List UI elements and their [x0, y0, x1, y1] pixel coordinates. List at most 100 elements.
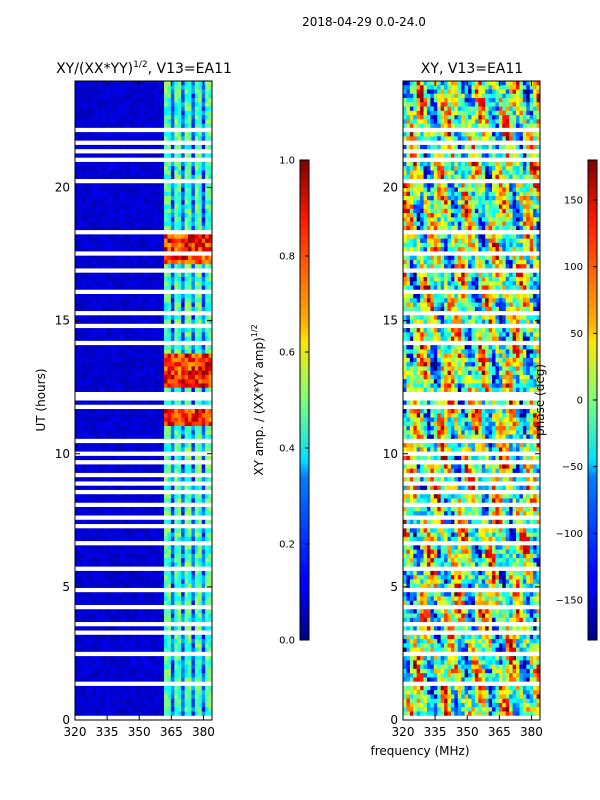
- heat-cell: [177, 690, 182, 695]
- heat-cell: [184, 319, 189, 325]
- heat-cell: [208, 119, 212, 124]
- amplitude-ylabel: UT (hours): [34, 368, 48, 431]
- heat-cell: [85, 417, 90, 423]
- heat-cell: [116, 366, 120, 372]
- heat-cell: [140, 191, 144, 197]
- heat-cell: [105, 110, 110, 116]
- heat-cell: [109, 102, 114, 107]
- heat-cell: [167, 609, 172, 614]
- heat-cell: [153, 123, 158, 129]
- heat-cell: [191, 511, 196, 516]
- heat-cell: [174, 528, 179, 533]
- heat-cell: [194, 213, 199, 218]
- heat-cell: [75, 643, 79, 648]
- heat-cell: [133, 85, 138, 90]
- heat-cell: [433, 98, 438, 103]
- heat-cell: [92, 400, 96, 406]
- heat-cell: [205, 417, 209, 423]
- heat-cell: [184, 366, 189, 372]
- heat-cell: [92, 319, 96, 325]
- heat-cell: [157, 570, 162, 576]
- heat-cell: [433, 81, 438, 86]
- heat-cell: [78, 600, 83, 606]
- heat-cell: [191, 161, 196, 167]
- heat-cell: [119, 306, 124, 312]
- heat-cell: [167, 639, 172, 644]
- heat-cell: [102, 93, 107, 99]
- heat-cell: [102, 711, 107, 717]
- heat-cell: [78, 455, 83, 461]
- heat-cell: [102, 421, 107, 427]
- heat-cell: [126, 507, 131, 512]
- heat-cell: [85, 634, 90, 640]
- heat-cell: [191, 643, 196, 648]
- heat-cell: [122, 81, 127, 86]
- heat-cell: [198, 242, 203, 248]
- heat-cell: [98, 85, 103, 90]
- heat-cell: [201, 421, 206, 427]
- heat-cell: [201, 276, 206, 282]
- heat-cell: [105, 332, 110, 337]
- heat-cell: [146, 639, 151, 644]
- heat-cell: [116, 319, 120, 325]
- heat-cell: [133, 690, 138, 695]
- heat-cell: [98, 366, 103, 372]
- heat-cell: [167, 511, 172, 516]
- heat-cell: [119, 328, 124, 333]
- heat-cell: [140, 255, 144, 261]
- heat-cell: [140, 575, 144, 580]
- heat-cell: [184, 507, 189, 512]
- heat-cell: [184, 276, 189, 282]
- heat-cell: [75, 298, 79, 303]
- heat-cell: [88, 374, 93, 380]
- heat-cell: [88, 417, 93, 423]
- heat-cell: [198, 174, 203, 180]
- heat-cell: [184, 93, 189, 99]
- heat-cell: [194, 93, 199, 99]
- heat-cell: [184, 345, 189, 350]
- heat-cell: [92, 596, 96, 602]
- heat-cell: [146, 302, 151, 308]
- heat-cell: [208, 447, 212, 453]
- heat-cell: [109, 570, 114, 576]
- heat-cell: [98, 259, 103, 265]
- heat-cell: [105, 443, 110, 448]
- heat-cell: [208, 353, 212, 359]
- heat-cell: [174, 379, 179, 384]
- heat-cell: [88, 656, 93, 661]
- heat-cell: [85, 89, 90, 95]
- heat-cell: [181, 485, 185, 491]
- heat-cell: [194, 545, 199, 550]
- heat-cell: [126, 349, 131, 355]
- heat-cell: [184, 187, 189, 193]
- heat-cell: [75, 264, 79, 269]
- heat-cell: [85, 468, 90, 474]
- heat-cell: [153, 383, 158, 389]
- heat-cell: [188, 698, 192, 704]
- heat-cell: [188, 174, 192, 180]
- heat-cell: [75, 247, 79, 252]
- heat-cell: [88, 191, 93, 197]
- heat-cell: [170, 443, 175, 448]
- heat-cell: [205, 306, 209, 312]
- heat-cell: [205, 187, 209, 193]
- heat-cell: [95, 366, 100, 372]
- heat-cell: [136, 285, 141, 291]
- heat-cell: [122, 639, 127, 644]
- heat-cell: [153, 89, 158, 95]
- heat-cell: [98, 294, 103, 299]
- heat-cell: [116, 264, 120, 269]
- heat-cell: [146, 626, 151, 631]
- heat-cell: [116, 698, 120, 704]
- heat-cell: [116, 434, 120, 440]
- heat-cell: [81, 511, 86, 516]
- heat-cell: [98, 443, 103, 448]
- heat-cell: [198, 370, 203, 376]
- heat-cell: [157, 413, 162, 418]
- heat-cell: [85, 660, 90, 666]
- heat-cell: [194, 702, 199, 708]
- heat-cell: [181, 98, 185, 103]
- heat-cell: [191, 570, 196, 576]
- heat-cell: [129, 166, 134, 171]
- heat-cell: [136, 349, 141, 355]
